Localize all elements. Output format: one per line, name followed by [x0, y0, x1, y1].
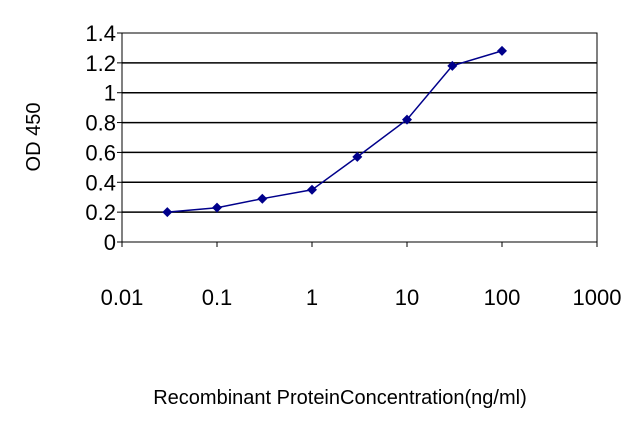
x-axis-tick-labels: 0.01 0.1 1 10 100 1000 — [101, 285, 622, 310]
y-tick-label: 0.6 — [85, 140, 116, 165]
data-point — [162, 207, 173, 218]
y-axis-title: OD 450 — [23, 103, 45, 172]
data-point — [352, 151, 363, 162]
data-point — [307, 184, 317, 195]
y-tick-label: 0 — [104, 230, 116, 255]
gridlines — [117, 32, 598, 247]
y-tick-label: 1.4 — [85, 21, 116, 46]
data-point — [447, 60, 458, 71]
y-tick-label: 0.4 — [85, 170, 116, 195]
plot-area — [121, 32, 598, 243]
data-point — [497, 45, 507, 56]
y-tick-label: 1 — [104, 81, 116, 106]
data-point — [402, 114, 412, 125]
x-tick-label: 1000 — [573, 285, 622, 310]
x-tick-label: 1 — [306, 285, 318, 310]
y-tick-label: 0.2 — [85, 200, 116, 225]
series-group — [162, 45, 507, 218]
y-tick-label: 1.2 — [85, 51, 116, 76]
data-point — [257, 193, 268, 204]
x-axis-title: Recombinant ProteinConcentration(ng/ml) — [153, 387, 527, 409]
y-tick-label: 0.8 — [85, 111, 116, 136]
x-tick-label: 0.01 — [101, 285, 144, 310]
series-line — [167, 50, 503, 213]
x-tick-label: 100 — [484, 285, 521, 310]
data-point — [212, 202, 222, 213]
x-tick-label: 0.1 — [202, 285, 233, 310]
x-tick-label: 10 — [395, 285, 419, 310]
y-axis-tick-labels: 0 0.2 0.4 0.6 0.8 1 1.2 1.4 — [85, 21, 116, 255]
